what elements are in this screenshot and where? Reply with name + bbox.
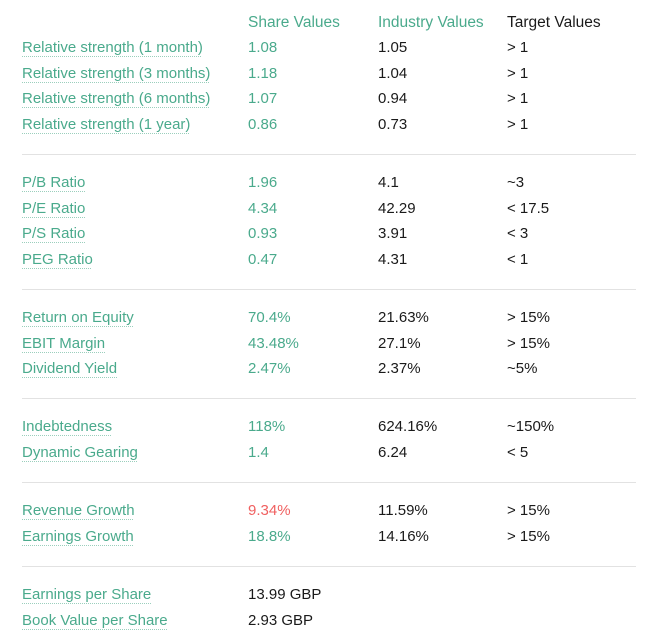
metric-label-link[interactable]: PEG Ratio	[22, 250, 93, 268]
metric-label-link[interactable]: P/S Ratio	[22, 225, 86, 243]
metric-label-link[interactable]: P/E Ratio	[22, 199, 86, 217]
metric-label-link[interactable]: EBIT Margin	[22, 334, 106, 352]
metric-label-link[interactable]: Revenue Growth	[22, 502, 135, 519]
industry-value: 6.24	[378, 443, 408, 461]
table-row: Dividend Yield 2.47% 2.37% ~5%	[0, 356, 654, 382]
share-value: 1.07	[248, 90, 278, 108]
section-divider	[22, 566, 636, 567]
metric-label-link[interactable]: P/B Ratio	[22, 174, 86, 191]
industry-value: 624.16%	[378, 418, 438, 435]
section-divider	[22, 482, 636, 483]
industry-value: 21.63%	[378, 309, 429, 326]
metric-label-link[interactable]: Dividend Yield	[22, 360, 118, 378]
industry-value: 1.04	[378, 64, 408, 82]
metric-group: Earnings per Share 13.99 GBP Book Value pe…	[0, 582, 654, 633]
share-value: 43.48%	[248, 334, 299, 352]
table-row: P/B Ratio 1.96 4.1 ~3	[0, 170, 654, 196]
share-value: 2.47%	[248, 360, 291, 378]
table-row: Relative strength (1 year) 0.86 0.73 > 1	[0, 112, 654, 138]
target-value: > 1	[507, 90, 529, 108]
target-value: ~5%	[507, 360, 538, 378]
table-row: Earnings Growth 18.8% 14.16% > 15%	[0, 524, 654, 550]
share-value: 13.99 GBP	[248, 586, 322, 603]
industry-value: 0.94	[378, 90, 408, 108]
table-row: Earnings per Share 13.99 GBP	[0, 582, 654, 608]
industry-value: 0.73	[378, 115, 408, 133]
table-row: Dynamic Gearing 1.4 6.24 < 5	[0, 440, 654, 466]
section-divider	[22, 154, 636, 155]
target-value: > 1	[507, 39, 529, 56]
table-header: Share Values Industry Values Target Valu…	[0, 12, 654, 34]
share-value: 4.34	[248, 199, 278, 217]
target-value: ~150%	[507, 418, 555, 435]
table-row: EBIT Margin 43.48% 27.1% > 15%	[0, 331, 654, 357]
share-value: 2.93 GBP	[248, 611, 314, 629]
metric-label-link[interactable]: Dynamic Gearing	[22, 443, 138, 461]
industry-value: 3.91	[378, 225, 408, 243]
industry-value: 42.29	[378, 199, 416, 217]
target-value: < 5	[507, 443, 529, 461]
share-value: 9.34%	[248, 502, 291, 519]
target-value: > 15%	[507, 334, 550, 352]
target-value: < 17.5	[507, 199, 550, 217]
section-divider	[22, 398, 636, 399]
metric-label-link[interactable]: Return on Equity	[22, 309, 134, 326]
metric-group: Indebtedness 118% 624.16% ~150% Dynamic Gear…	[0, 414, 654, 465]
table-row: P/S Ratio 0.93 3.91 < 3	[0, 221, 654, 247]
metric-group: P/B Ratio 1.96 4.1 ~3 P/E Ratio 4.34 42.29 < 17…	[0, 170, 654, 272]
target-value: < 3	[507, 225, 529, 243]
industry-value: 4.31	[378, 250, 408, 268]
share-value: 1.96	[248, 174, 278, 191]
target-value: > 1	[507, 64, 529, 82]
metric-group: Revenue Growth 9.34% 11.59% > 15% Earnings G…	[0, 498, 654, 549]
industry-value: 14.16%	[378, 527, 429, 545]
section-divider	[22, 289, 636, 290]
share-value: 0.47	[248, 250, 278, 268]
metric-group: Return on Equity 70.4% 21.63% > 15% EBIT Mar…	[0, 305, 654, 382]
table-row: Revenue Growth 9.34% 11.59% > 15%	[0, 498, 654, 524]
table-row: Return on Equity 70.4% 21.63% > 15%	[0, 305, 654, 331]
industry-value: 1.05	[378, 39, 408, 56]
target-value: ~3	[507, 174, 525, 191]
table-row: P/E Ratio 4.34 42.29 < 17.5	[0, 196, 654, 222]
table-row: Indebtedness 118% 624.16% ~150%	[0, 414, 654, 440]
target-value: > 15%	[507, 309, 550, 326]
header-industry-values: Industry Values	[378, 14, 484, 31]
share-value: 1.08	[248, 39, 278, 56]
metric-label-link[interactable]: Book Value per Share	[22, 611, 168, 629]
share-value: 18.8%	[248, 527, 291, 545]
header-share-values: Share Values	[248, 14, 340, 31]
target-value: > 15%	[507, 527, 550, 545]
metric-label-link[interactable]: Earnings Growth	[22, 527, 134, 545]
metric-label-link[interactable]: Relative strength (3 months)	[22, 64, 211, 82]
metric-group: Relative strength (1 month) 1.08 1.05 > 1 Re…	[0, 35, 654, 137]
industry-value: 27.1%	[378, 334, 421, 352]
header-target-values: Target Values	[507, 14, 601, 31]
table-row: Relative strength (3 months) 1.18 1.04 > 1	[0, 61, 654, 87]
industry-value: 2.37%	[378, 360, 421, 378]
metric-label-link[interactable]: Relative strength (1 month)	[22, 39, 203, 56]
target-value: > 1	[507, 115, 529, 133]
metric-label-link[interactable]: Earnings per Share	[22, 586, 152, 603]
metric-label-link[interactable]: Relative strength (1 year)	[22, 115, 191, 133]
target-value: < 1	[507, 250, 529, 268]
share-value: 70.4%	[248, 309, 291, 326]
metric-label-link[interactable]: Relative strength (6 months)	[22, 90, 211, 108]
share-value: 0.93	[248, 225, 278, 243]
industry-value: 4.1	[378, 174, 399, 191]
industry-value: 11.59%	[378, 502, 428, 519]
metric-label-link[interactable]: Indebtedness	[22, 418, 113, 435]
share-value: 0.86	[248, 115, 278, 133]
table-row: PEG Ratio 0.47 4.31 < 1	[0, 247, 654, 273]
share-value: 1.18	[248, 64, 278, 82]
share-value: 118%	[248, 418, 286, 435]
table-row: Relative strength (6 months) 1.07 0.94 > 1	[0, 86, 654, 112]
table-row: Book Value per Share 2.93 GBP	[0, 608, 654, 634]
share-value: 1.4	[248, 443, 269, 461]
table-row: Relative strength (1 month) 1.08 1.05 > 1	[0, 35, 654, 61]
target-value: > 15%	[507, 502, 550, 519]
